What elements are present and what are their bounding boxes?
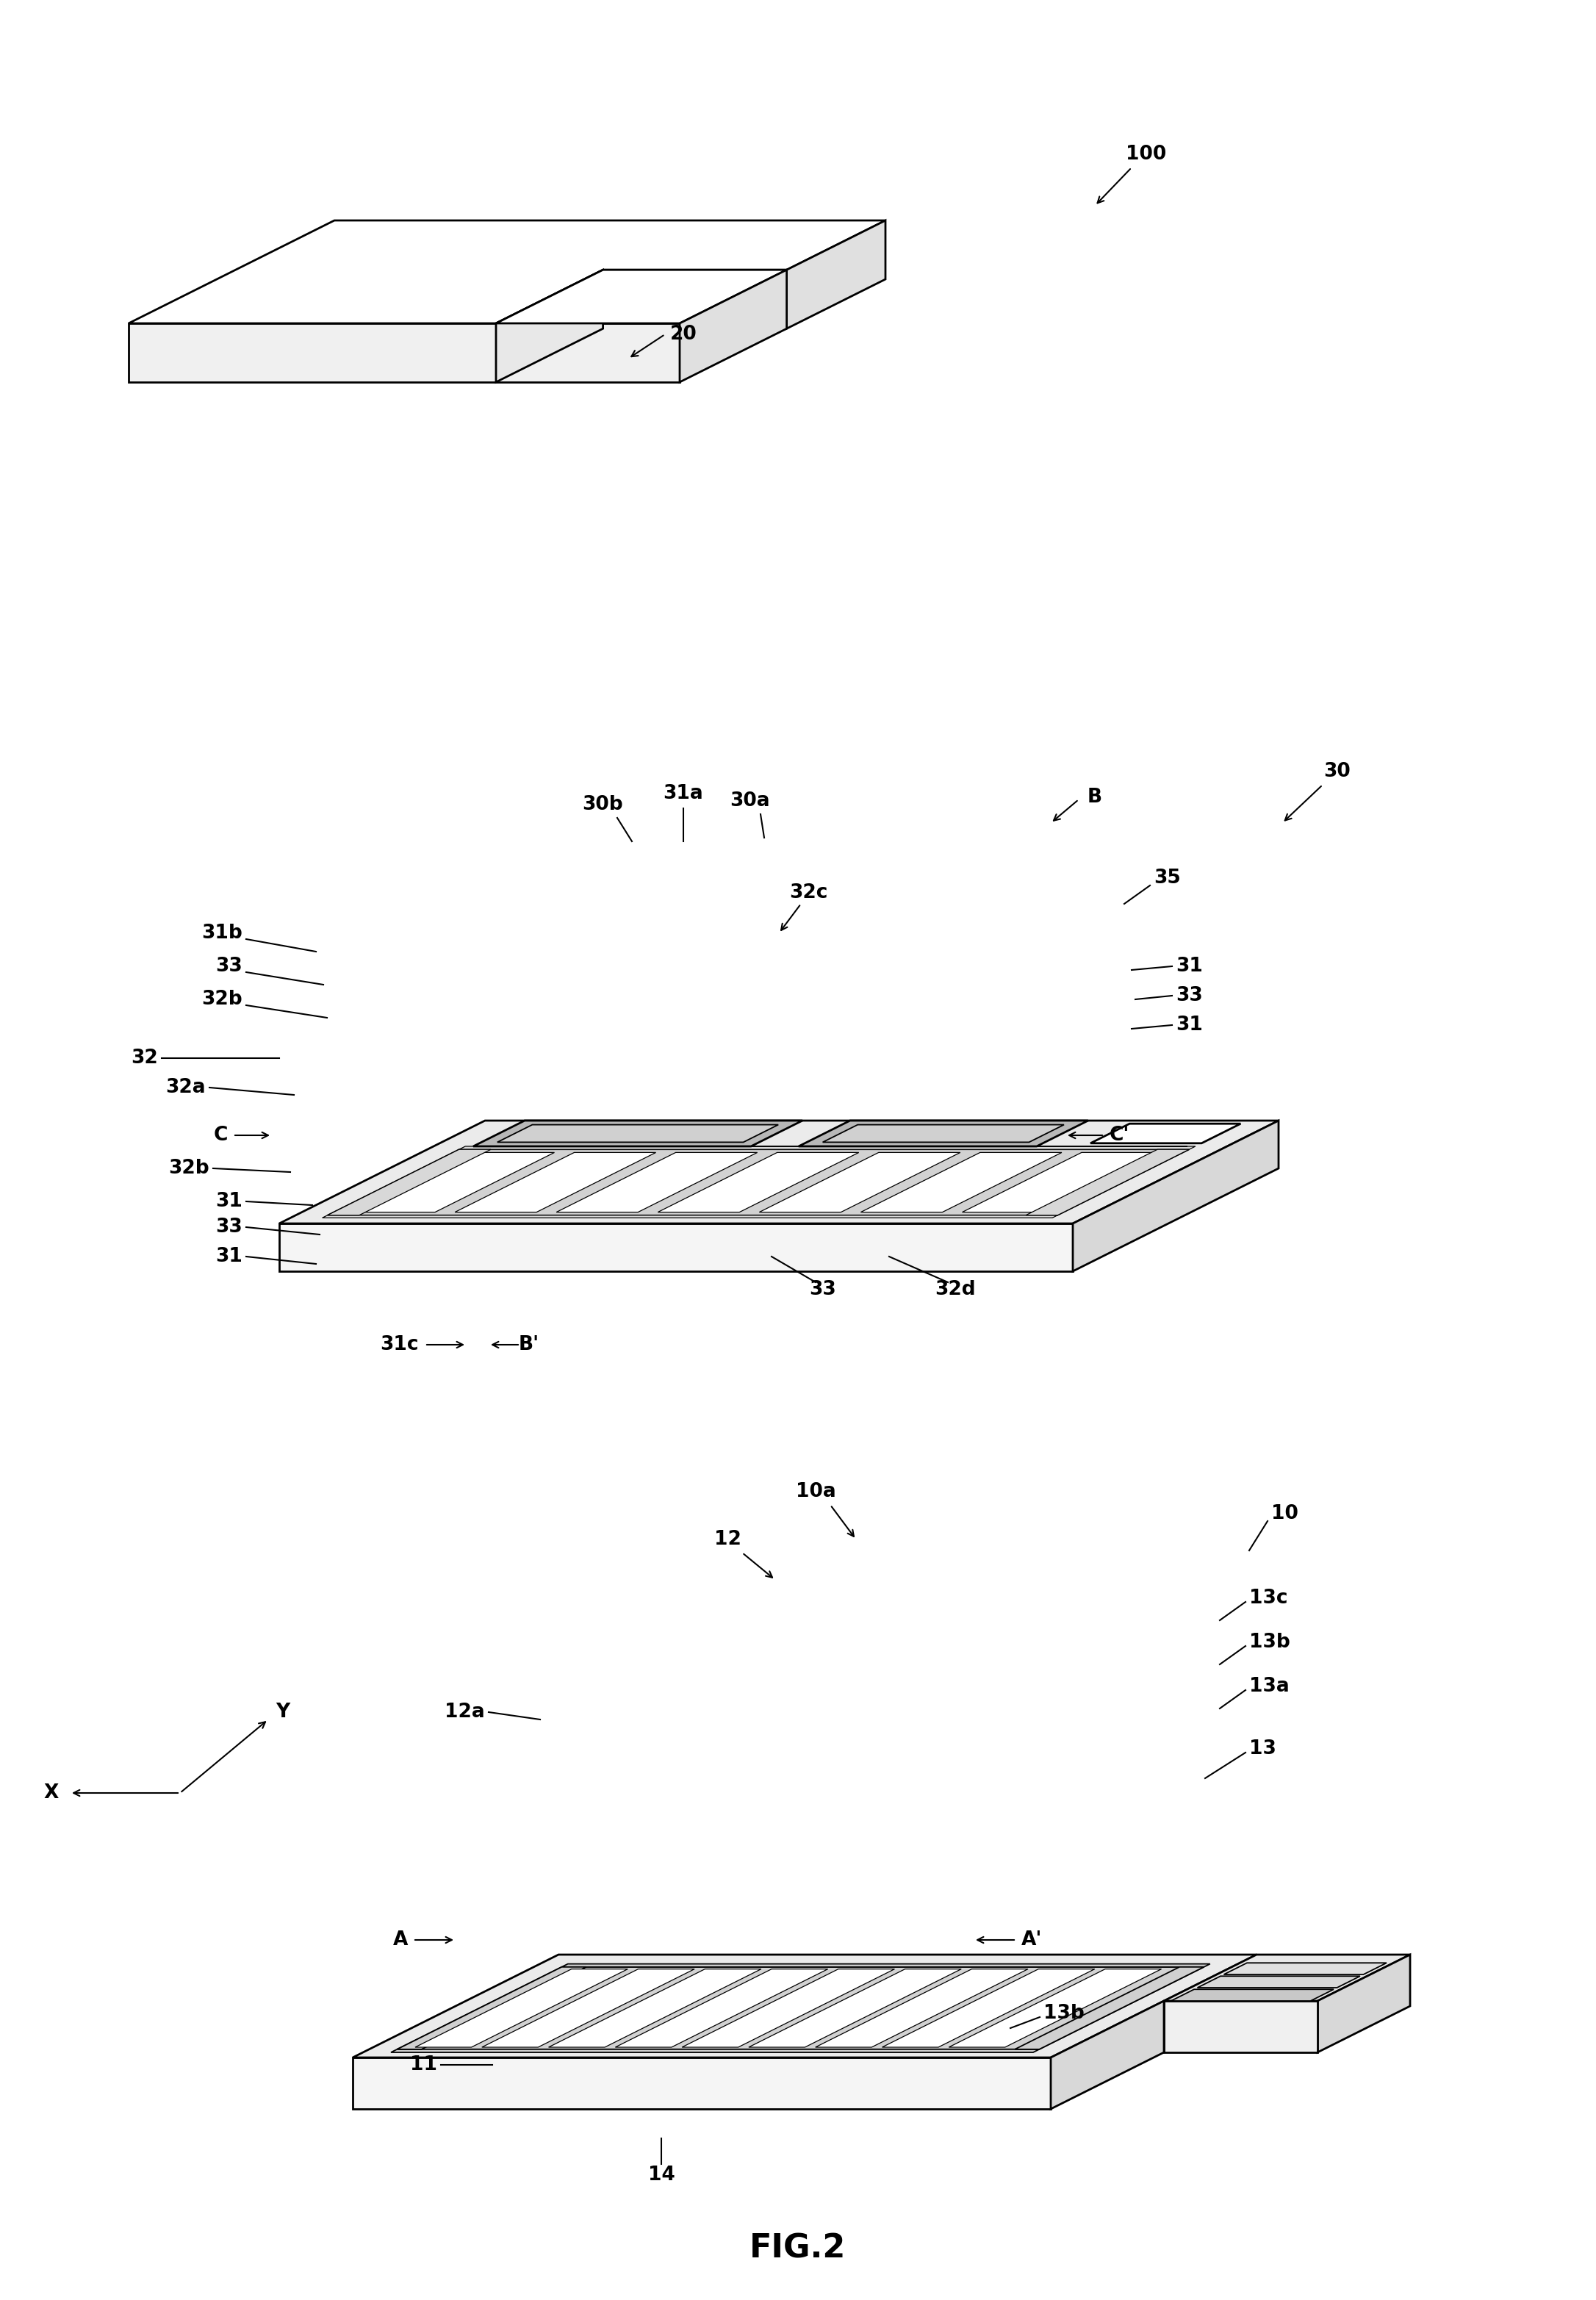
Text: 31: 31: [1176, 1017, 1203, 1035]
Text: 33: 33: [215, 957, 243, 975]
Polygon shape: [498, 1125, 779, 1143]
Polygon shape: [658, 1152, 859, 1212]
Polygon shape: [798, 1120, 1088, 1145]
Text: A: A: [393, 1930, 409, 1950]
Text: 13b: 13b: [1044, 2003, 1084, 2024]
Polygon shape: [616, 1969, 828, 2047]
Text: 13b: 13b: [1250, 1633, 1290, 1651]
Polygon shape: [353, 1955, 1256, 2059]
Polygon shape: [474, 1120, 803, 1145]
Text: B: B: [1087, 787, 1103, 807]
Polygon shape: [353, 2058, 1050, 2109]
Text: 30a: 30a: [729, 791, 769, 810]
Text: 32a: 32a: [166, 1079, 206, 1097]
Polygon shape: [327, 1150, 1189, 1214]
Text: 32d: 32d: [935, 1281, 975, 1299]
Polygon shape: [1163, 2001, 1318, 2052]
Polygon shape: [391, 2049, 1039, 2052]
Polygon shape: [1050, 2001, 1163, 2109]
Polygon shape: [860, 1152, 1061, 1212]
Text: 30b: 30b: [583, 796, 622, 814]
Polygon shape: [129, 221, 886, 324]
Text: 30: 30: [1323, 761, 1350, 782]
Text: C: C: [214, 1125, 228, 1145]
Text: 10a: 10a: [795, 1481, 836, 1502]
Polygon shape: [1318, 1955, 1411, 2052]
Polygon shape: [327, 1150, 492, 1214]
Polygon shape: [883, 1969, 1095, 2047]
Text: 32b: 32b: [169, 1159, 209, 1178]
Text: Y: Y: [276, 1702, 290, 1723]
Polygon shape: [962, 1152, 1163, 1212]
Polygon shape: [455, 1152, 656, 1212]
Text: 13: 13: [1250, 1739, 1277, 1760]
Polygon shape: [496, 269, 603, 382]
Text: 13c: 13c: [1250, 1589, 1288, 1608]
Polygon shape: [1073, 1120, 1278, 1272]
Text: FIG.2: FIG.2: [750, 2233, 846, 2266]
Polygon shape: [562, 1964, 1210, 1966]
Polygon shape: [279, 1224, 1073, 1272]
Text: 32b: 32b: [201, 989, 243, 1010]
Polygon shape: [1163, 1955, 1411, 2001]
Polygon shape: [322, 1214, 1058, 1217]
Polygon shape: [557, 1152, 758, 1212]
Polygon shape: [760, 1152, 961, 1212]
Polygon shape: [1090, 1125, 1240, 1143]
Text: C': C': [1109, 1125, 1130, 1145]
Polygon shape: [816, 1969, 1028, 2047]
Polygon shape: [279, 1120, 1278, 1224]
Text: 32: 32: [131, 1049, 158, 1067]
Polygon shape: [681, 1969, 895, 2047]
Polygon shape: [129, 324, 680, 382]
Text: 31: 31: [215, 1191, 243, 1212]
Polygon shape: [680, 269, 787, 382]
Text: 13a: 13a: [1250, 1677, 1290, 1695]
Polygon shape: [460, 1145, 1195, 1150]
Text: 11: 11: [410, 2056, 437, 2075]
Polygon shape: [549, 1969, 761, 2047]
Text: 31c: 31c: [380, 1336, 418, 1355]
Text: 35: 35: [1154, 869, 1181, 888]
Polygon shape: [749, 1969, 961, 2047]
Text: 31: 31: [215, 1247, 243, 1265]
Polygon shape: [787, 221, 886, 329]
Polygon shape: [822, 1125, 1065, 1143]
Text: 31a: 31a: [664, 784, 704, 803]
Text: A': A': [1021, 1930, 1042, 1950]
Polygon shape: [353, 1152, 554, 1212]
Text: 12a: 12a: [445, 1702, 485, 1723]
Text: 12: 12: [713, 1530, 741, 1548]
Polygon shape: [948, 1969, 1162, 2047]
Polygon shape: [496, 269, 787, 324]
Text: 31b: 31b: [201, 925, 243, 943]
Polygon shape: [482, 1969, 694, 2047]
Polygon shape: [397, 1966, 1203, 2049]
Text: 33: 33: [1176, 987, 1203, 1005]
Polygon shape: [1026, 1150, 1189, 1214]
Text: 33: 33: [215, 1217, 243, 1237]
Polygon shape: [397, 1966, 586, 2049]
Text: X: X: [45, 1782, 59, 1803]
Text: 14: 14: [648, 2167, 675, 2185]
Polygon shape: [1197, 1976, 1360, 1987]
Polygon shape: [1224, 1962, 1387, 1973]
Text: 20: 20: [670, 324, 697, 345]
Polygon shape: [1015, 1966, 1203, 2049]
Polygon shape: [1171, 1989, 1334, 2001]
Text: 31: 31: [1176, 957, 1203, 975]
Text: 100: 100: [1127, 145, 1167, 163]
Text: 32c: 32c: [788, 883, 828, 902]
Text: 10: 10: [1272, 1504, 1298, 1523]
Text: 33: 33: [809, 1281, 836, 1299]
Text: B': B': [519, 1336, 539, 1355]
Polygon shape: [415, 1969, 627, 2047]
